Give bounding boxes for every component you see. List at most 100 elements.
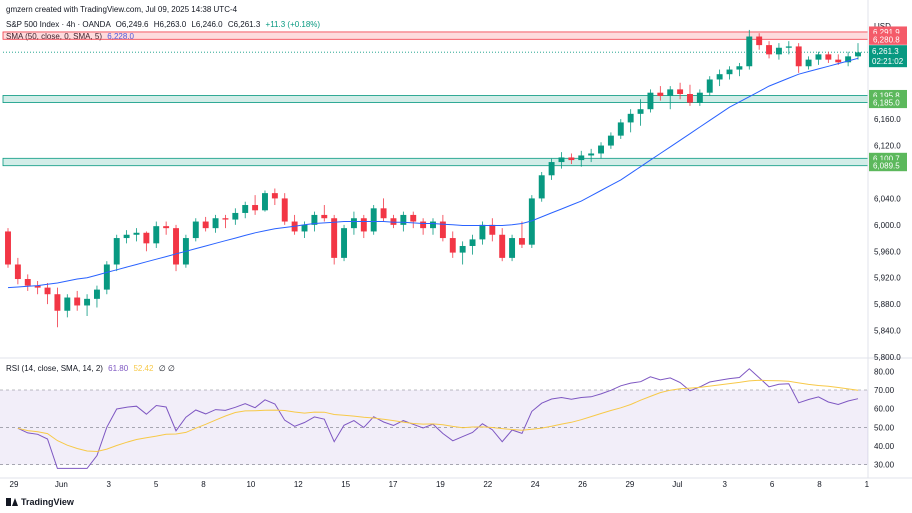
rsi-tick-label: 50.00 xyxy=(874,423,895,432)
candle-body xyxy=(439,221,446,239)
candle-body xyxy=(775,47,782,55)
candle xyxy=(439,214,446,242)
candle xyxy=(726,66,733,80)
candle-body xyxy=(578,155,585,161)
rsi-ma-line xyxy=(17,379,859,453)
time-tick-label: 8 xyxy=(201,480,206,489)
candle-body xyxy=(5,231,11,265)
candle xyxy=(341,224,348,262)
candle-body xyxy=(232,212,239,220)
candle-body xyxy=(173,228,179,265)
time-tick-label: 1 xyxy=(865,480,870,489)
candle-body xyxy=(54,294,61,311)
price-tick-label: 5,800.0 xyxy=(874,353,901,362)
sma-legend: SMA (50, close, 0, SMA, 5) 6,228.0 xyxy=(6,32,134,41)
candle-body xyxy=(647,92,654,110)
candle-body xyxy=(262,193,268,211)
candle-body xyxy=(281,198,288,222)
candle xyxy=(103,261,110,295)
candle xyxy=(449,231,456,258)
candle-body xyxy=(548,162,555,176)
time-tick-label: 15 xyxy=(341,480,350,489)
candle-body xyxy=(14,264,21,280)
candle xyxy=(222,214,229,229)
rsi-label[interactable]: RSI (14, close, SMA, 14, 2) xyxy=(6,364,103,373)
candle-body xyxy=(459,245,466,253)
candle xyxy=(271,188,278,206)
candle xyxy=(647,89,654,113)
candle xyxy=(588,148,595,163)
candle xyxy=(518,221,525,248)
candle-body xyxy=(696,92,703,103)
candle-body xyxy=(746,36,753,67)
candle xyxy=(14,257,21,285)
candle xyxy=(64,294,71,318)
sma-line xyxy=(7,57,859,289)
candle xyxy=(855,43,861,60)
candle xyxy=(301,221,308,239)
candle-body xyxy=(489,224,496,235)
high-value: H6,263.0 xyxy=(153,20,187,29)
rsi-tick-label: 60.00 xyxy=(874,405,895,414)
candle xyxy=(5,228,11,268)
candle xyxy=(499,228,506,262)
candle-body xyxy=(271,193,278,199)
time-tick-label: Jun xyxy=(55,480,68,489)
candle-body xyxy=(766,45,773,55)
sma-label[interactable]: SMA (50, close, 0, SMA, 5) xyxy=(6,32,102,41)
candle-body xyxy=(242,205,249,213)
candle-body xyxy=(785,46,792,48)
candle xyxy=(331,214,338,265)
candle xyxy=(123,230,130,244)
sma-value: 6,228.0 xyxy=(107,32,134,41)
candle xyxy=(370,205,377,235)
candle xyxy=(202,216,209,232)
ohlc-legend: S&P 500 Index · 4h · OANDA O6,249.6 H6,2… xyxy=(6,20,320,29)
candle xyxy=(538,171,545,202)
rsi-line xyxy=(17,368,859,469)
candle xyxy=(133,228,140,242)
candle xyxy=(44,282,51,305)
candle-body xyxy=(598,145,604,154)
zone-tag-label: 6,280.8 xyxy=(873,35,900,44)
open-value: O6,249.6 xyxy=(115,20,149,29)
candle xyxy=(795,43,802,73)
zone-price-tag: 6,195.8 xyxy=(869,89,907,101)
candle-body xyxy=(805,59,812,67)
time-tick-label: 29 xyxy=(10,480,19,489)
candle xyxy=(291,214,298,235)
candle-body xyxy=(687,94,693,103)
candle-body xyxy=(331,218,338,258)
price-tick-label: 6,120.0 xyxy=(874,142,901,151)
watermark: gmzern created with TradingView.com, Jul… xyxy=(6,5,238,14)
candle-body xyxy=(825,54,832,60)
candle-body xyxy=(84,298,91,306)
candle xyxy=(746,29,753,70)
candle xyxy=(430,218,436,235)
zone-price-tag: 6,089.5 xyxy=(869,160,907,172)
rsi-legend: RSI (14, close, SMA, 14, 2) 61.80 52.42 … xyxy=(6,364,175,373)
time-tick-label: 19 xyxy=(436,480,445,489)
zone-tag-label: 6,291.9 xyxy=(873,28,900,37)
candle-body xyxy=(341,228,348,258)
rsi-tick-label: 30.00 xyxy=(874,461,895,470)
candle-body xyxy=(143,232,150,244)
candle xyxy=(637,99,644,126)
zone-resistance-0 xyxy=(2,31,869,40)
candle xyxy=(390,214,397,229)
price-tick-label: 6,000.0 xyxy=(874,221,901,230)
symbol-label[interactable]: S&P 500 Index · 4h · OANDA xyxy=(6,20,111,29)
time-tick-label: 6 xyxy=(770,480,775,489)
tradingview-footer[interactable]: TradingView xyxy=(6,497,74,507)
candle xyxy=(617,119,624,139)
rsi-value: 61.80 xyxy=(108,364,129,373)
candle-body xyxy=(103,264,110,290)
candle xyxy=(252,195,259,215)
candle-body xyxy=(133,232,140,235)
candle-body xyxy=(499,234,506,258)
candle xyxy=(489,218,496,242)
candle xyxy=(687,84,693,106)
candle-body xyxy=(113,238,120,265)
candle-body xyxy=(726,69,733,75)
